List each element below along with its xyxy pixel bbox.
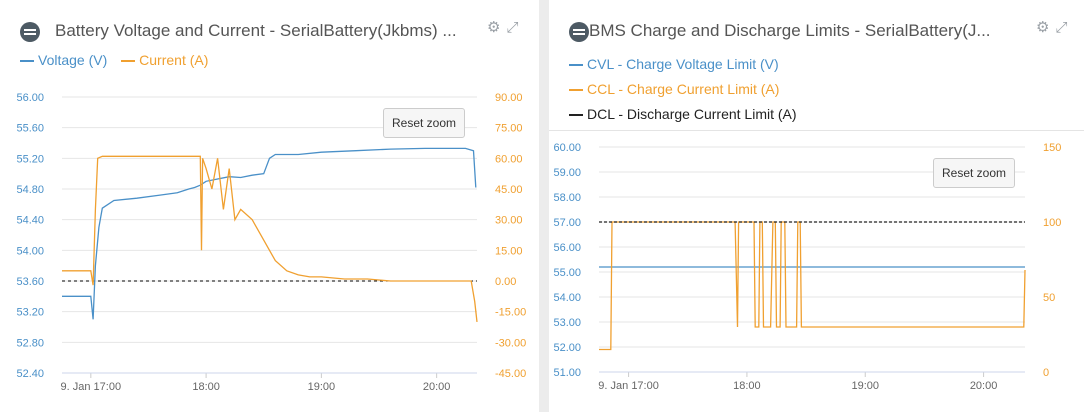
x-tick-label: 9. Jan 17:00: [61, 381, 122, 393]
y-left-tick-label: 55.60: [16, 123, 44, 135]
y-left-tick-label: 53.60: [16, 276, 44, 288]
bms-limits-chart[interactable]: 60.00 59.00 58.00 57.00 56.00 55.00 54.00 53.00…: [549, 0, 1084, 412]
y-left-tick-label: 56.00: [553, 242, 581, 254]
panel-title: BMS Charge and Discharge Limits - Serial…: [589, 21, 991, 40]
gear-icon[interactable]: ⚙: [487, 19, 501, 36]
voltage-current-panel: Battery Voltage and Current - SerialBatt…: [0, 0, 539, 412]
series-line-1: [62, 155, 478, 322]
battery-icon: [569, 22, 589, 42]
legend-item-current[interactable]: Current (A): [121, 52, 208, 68]
x-tick-label: 20:00: [970, 380, 998, 392]
y-right-tick-label: -30.00: [495, 337, 526, 349]
panel-tools: ⚙ ⤢: [1036, 18, 1073, 36]
y-right-tick-label: -45.00: [495, 368, 526, 380]
y-left-tick-label: 54.80: [16, 184, 44, 196]
legend-label: CVL - Charge Voltage Limit (V): [587, 56, 779, 72]
legend-item-ccl[interactable]: CCL - Charge Current Limit (A): [569, 77, 797, 102]
legend-item-voltage[interactable]: Voltage (V): [20, 52, 111, 68]
y-left-tick-label: 51.00: [553, 367, 581, 379]
y-right-tick-label: 100: [1043, 217, 1061, 229]
x-tick-label: 19:00: [851, 380, 879, 392]
y-left-tick-label: 52.40: [16, 368, 44, 380]
y-right-tick-label: 90.00: [495, 92, 523, 104]
y-right-tick-label: -15.00: [495, 307, 526, 319]
legend-item-dcl[interactable]: DCL - Discharge Current Limit (A): [569, 102, 797, 127]
x-tick-label: 19:00: [308, 381, 336, 393]
legend-line-icon: [121, 60, 136, 63]
expand-icon[interactable]: ⤢: [506, 19, 519, 36]
legend-label: CCL - Charge Current Limit (A): [587, 81, 780, 97]
x-tick-label: 18:00: [733, 380, 761, 392]
y-right-tick-label: 60.00: [495, 153, 523, 165]
y-left-tick-label: 52.80: [16, 337, 44, 349]
y-left-tick-label: 55.20: [16, 153, 44, 165]
gear-icon[interactable]: ⚙: [1036, 19, 1050, 36]
legend-line-icon: [569, 64, 583, 67]
reset-zoom-button[interactable]: Reset zoom: [933, 158, 1016, 188]
y-right-tick-label: 50: [1043, 292, 1055, 304]
y-left-tick-label: 57.00: [553, 217, 581, 229]
legend-label: Voltage (V): [38, 52, 108, 68]
y-left-tick-label: 54.00: [553, 292, 581, 304]
legend-line-icon: [20, 60, 34, 63]
battery-icon: [20, 22, 40, 42]
panel-header: BMS Charge and Discharge Limits - Serial…: [549, 0, 1084, 131]
expand-icon[interactable]: ⤢: [1055, 19, 1068, 36]
y-left-tick-label: 58.00: [553, 192, 581, 204]
y-right-tick-label: 45.00: [495, 184, 523, 196]
chart-legend: Voltage (V) Current (A): [20, 52, 208, 68]
legend-label: DCL - Discharge Current Limit (A): [587, 106, 797, 122]
y-right-tick-label: 75.00: [495, 123, 523, 135]
legend-label: Current (A): [139, 52, 209, 68]
series-line-1: [599, 221, 1026, 351]
y-right-tick-label: 0.00: [495, 276, 516, 288]
x-tick-label: 9. Jan 17:00: [598, 380, 659, 392]
panel-title: Battery Voltage and Current - SerialBatt…: [55, 21, 457, 40]
y-left-tick-label: 60.00: [553, 142, 581, 154]
voltage-current-chart[interactable]: 56.00 55.60 55.20 54.80 54.40 54.00 53.60 53.20…: [0, 0, 539, 412]
y-right-tick-label: 15.00: [495, 245, 523, 257]
y-right-tick-label: 150: [1043, 142, 1061, 154]
legend-line-icon: [569, 89, 583, 92]
x-tick-label: 20:00: [423, 381, 451, 393]
y-left-tick-label: 53.20: [16, 307, 44, 319]
panel-tools: ⚙ ⤢: [487, 18, 524, 36]
y-left-tick-label: 54.40: [16, 215, 44, 227]
chart-legend: CVL - Charge Voltage Limit (V) CCL - Cha…: [569, 52, 797, 127]
series-line-0: [62, 147, 477, 320]
panel-header: Battery Voltage and Current - SerialBatt…: [0, 0, 539, 80]
y-right-tick-label: 0: [1043, 367, 1049, 379]
y-left-tick-label: 56.00: [16, 92, 44, 104]
y-left-tick-label: 59.00: [553, 167, 581, 179]
bms-limits-panel: BMS Charge and Discharge Limits - Serial…: [549, 0, 1084, 412]
y-left-tick-label: 55.00: [553, 267, 581, 279]
legend-item-cvl[interactable]: CVL - Charge Voltage Limit (V): [569, 52, 797, 77]
y-right-tick-label: 30.00: [495, 215, 523, 227]
y-left-tick-label: 52.00: [553, 342, 581, 354]
legend-line-icon: [569, 114, 583, 117]
y-left-tick-label: 53.00: [553, 317, 581, 329]
x-tick-label: 18:00: [192, 381, 220, 393]
y-left-tick-label: 54.00: [16, 245, 44, 257]
reset-zoom-button[interactable]: Reset zoom: [383, 108, 466, 138]
